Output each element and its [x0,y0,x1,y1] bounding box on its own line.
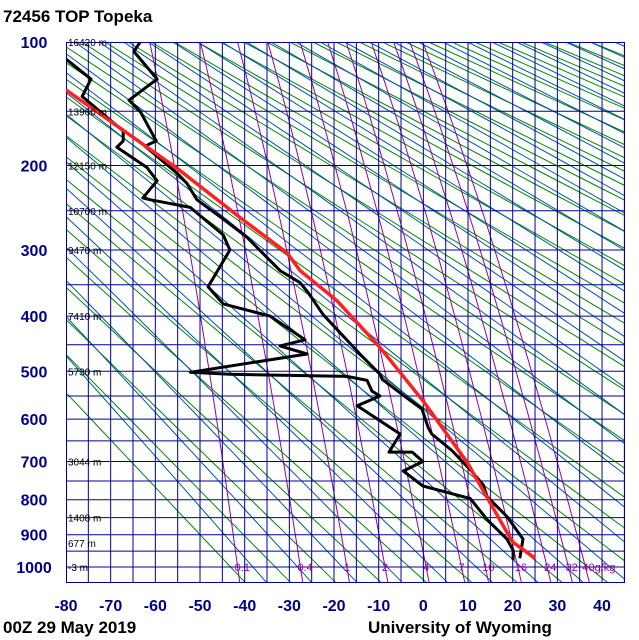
moist-adiabat-line [197,42,625,315]
temperature-tick-label: -20 [322,598,345,615]
height-label: 12150 m [68,162,107,173]
temperature-tick-label: 40 [593,598,611,615]
moist-adiabat-line [148,42,625,363]
mixing-ratio-label: 1 [344,562,350,574]
pressure-tick-label: 800 [21,493,48,510]
pressure-tick-label: 700 [21,454,48,471]
height-label: 5730 m [68,367,101,378]
pressure-tick-label: 200 [21,159,48,176]
pressure-tick-label: 900 [21,528,48,545]
height-label: 13960 m [68,107,107,118]
moist-adiabat-line [589,42,625,59]
moist-adiabat-line [295,42,625,233]
moist-adiabat-line [246,42,625,272]
height-label: 7410 m [68,312,101,323]
dry-adiabat-line [66,256,428,583]
temperature-tick-label: 30 [548,598,566,615]
dry-adiabat-line [66,78,625,470]
footer-date: 00Z 29 May 2019 [3,618,136,637]
temperature-tick-label: -40 [233,598,256,615]
moist-adiabat-line [442,42,625,135]
height-label: -3 m [68,563,88,574]
mixing-ratio-label: 0.4 [297,562,312,574]
dry-adiabat-line [243,42,625,250]
pressure-tick-label: 300 [21,243,48,260]
temperature-tick-label: 10 [459,598,477,615]
mixing-ratio-label: 2 [382,562,388,574]
temperature-tick-label: -80 [54,598,77,615]
mixing-ratio-label: 10 [482,562,494,574]
height-label: 16420 m [68,38,107,49]
parcel-line [66,88,537,560]
height-label: 677 m [68,539,96,550]
dry-adiabat-line [104,42,625,368]
dry-adiabat-line [174,42,625,305]
pressure-tick-label: 100 [21,35,48,52]
mixing-ratio-label: 16 [515,562,527,574]
dry-adiabat-line [127,42,625,346]
height-label: 1408 m [68,514,101,525]
moist-adiabat-line [172,42,625,338]
moist-adiabat-line [614,42,625,48]
mixing-ratio-label: 32 [565,562,577,574]
temperature-tick-label: 0 [419,598,428,615]
pressure-tick-label: 600 [21,412,48,429]
moist-adiabat-line [270,42,625,252]
dry-adiabat-line [266,42,625,233]
plot-border [66,42,625,583]
dewpoint-line [66,57,515,561]
moist-adiabat-line [98,42,625,416]
temperature-tick-label: -30 [278,598,301,615]
temperature-tick-label: -10 [367,598,390,615]
mixing-ratio-label: 4 [423,562,429,574]
dry-adiabat-line [150,42,625,325]
temperature-tick-label: -60 [144,598,167,615]
pressure-tick-label: 500 [21,364,48,381]
height-label: 3044 m [68,457,101,468]
moist-adiabat-line [123,42,625,389]
temperature-tick-label: -70 [99,598,122,615]
mixing-ratio-label: 0.1 [235,562,250,574]
pressure-tick-label: 400 [21,309,48,326]
mixing-ratio-label: 7 [459,562,465,574]
footer-source: University of Wyoming [368,618,552,637]
height-label: 10700 m [68,207,107,218]
height-label: 9470 m [68,246,101,257]
dry-adiabat-line [81,42,625,391]
moist-adiabat-line [66,71,625,509]
plot-area [66,42,625,583]
temperature-tick-label: -50 [188,598,211,615]
moist-adiabat-line [221,42,625,293]
pressure-tick-label: 1000 [16,560,52,577]
mixing-ratio-label: 40g/kg [582,562,615,574]
mixing-ratio-label: 24 [544,562,556,574]
dry-adiabat-line [590,42,625,57]
chart-title: 72456 TOP Topeka [3,7,153,26]
dry-adiabat-line [66,96,625,499]
temperature-tick-label: 20 [504,598,522,615]
moist-adiabat-line [66,279,359,583]
